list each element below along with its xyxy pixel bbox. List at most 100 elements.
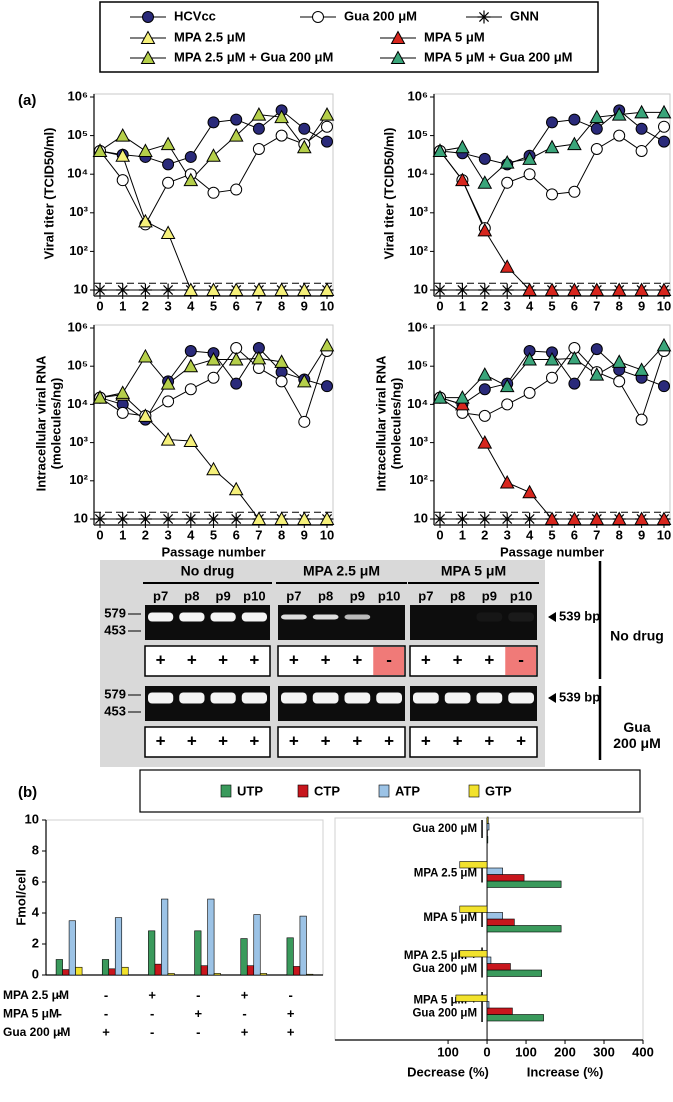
result-box [409, 726, 538, 758]
result-sign: + [453, 650, 463, 669]
gel-band [476, 612, 503, 622]
bar [108, 968, 116, 976]
marker [252, 142, 265, 155]
marker [501, 398, 514, 411]
gel-band [508, 612, 534, 622]
series-line [439, 397, 664, 520]
x-tick-label: 0 [436, 298, 443, 313]
marker [162, 395, 175, 408]
gel-group-label: No drug [181, 563, 235, 579]
gel-band [281, 692, 307, 704]
marker [455, 512, 469, 526]
marker [611, 354, 627, 368]
x-tick-label: 4 [526, 527, 534, 542]
marker [546, 116, 558, 129]
marker [656, 511, 672, 525]
y-tick-label: 10 [74, 510, 88, 525]
x-tick-label: 6 [571, 298, 578, 313]
marker [590, 142, 603, 155]
marker [319, 511, 335, 525]
bar [459, 950, 488, 958]
text-line: Gua 200 μM [412, 963, 477, 975]
legend-swatch [220, 784, 232, 798]
bar [486, 925, 562, 933]
marker [162, 176, 175, 189]
marker [229, 512, 243, 526]
treatment-sign: - [289, 987, 293, 1002]
result-sign: + [156, 650, 166, 669]
y-tick-label: 10³ [409, 434, 428, 449]
gel-band [210, 692, 236, 704]
marker [656, 282, 672, 296]
x-tick-label: 400 [632, 1044, 654, 1059]
marker [274, 354, 289, 368]
marker [116, 174, 129, 187]
bar [486, 1001, 490, 1009]
marker [478, 409, 491, 422]
text-line: Intracellular viral RNA [34, 355, 49, 491]
x-tick-label: 9 [638, 527, 645, 542]
marker [319, 107, 335, 121]
marker [183, 282, 199, 296]
legend-label: HCVcc [174, 8, 216, 23]
lane-label: p7 [286, 588, 301, 603]
marker [183, 172, 199, 187]
marker [523, 168, 536, 181]
marker [567, 136, 582, 151]
y-tick-label: 10⁵ [407, 358, 428, 373]
bar [55, 959, 63, 976]
marker [567, 282, 582, 296]
marker [138, 143, 153, 157]
legend-label: ATP [395, 783, 420, 798]
x-tick-label: 2 [142, 298, 149, 313]
gel-band [241, 612, 267, 622]
treatment-label: MPA 5 μM [3, 1007, 59, 1021]
marker [544, 282, 560, 296]
result-sign: + [249, 731, 259, 750]
legend-marker [140, 50, 156, 64]
gel-band [179, 612, 205, 622]
row-label: No drug [610, 628, 664, 644]
marker [656, 104, 672, 119]
x-tick-label: 4 [187, 527, 195, 542]
treatment-sign: + [195, 1006, 203, 1021]
marker [522, 151, 537, 165]
result-highlight [505, 647, 536, 675]
result-sign: + [321, 731, 331, 750]
x-tick-label: 0 [96, 527, 103, 542]
x-tick-label: 1 [119, 298, 126, 313]
x-tick-label: 300 [593, 1044, 615, 1059]
bar [114, 917, 123, 976]
x-axis-label: Passage number [500, 544, 604, 559]
gel-band [281, 614, 307, 620]
treatment-sign: - [150, 1024, 154, 1039]
marker [160, 225, 176, 239]
marker [296, 139, 312, 154]
marker [611, 107, 627, 121]
marker [567, 350, 582, 365]
marker [251, 350, 267, 365]
x-tick-label: 9 [638, 298, 645, 313]
treatment-sign: + [148, 987, 156, 1002]
legend-swatch [378, 784, 390, 798]
result-highlight [373, 647, 404, 675]
marker [230, 377, 243, 390]
marker [544, 139, 560, 154]
x-tick-label: 0 [436, 527, 443, 542]
category-label: Gua 200 μM [412, 823, 477, 835]
lane-label: p8 [318, 588, 333, 603]
y-tick-label: 10⁵ [67, 127, 88, 142]
marker [138, 348, 153, 363]
result-sign: + [187, 731, 197, 750]
treatment-sign: + [287, 1006, 295, 1021]
x-tick-label: 7 [255, 527, 262, 542]
bar [486, 918, 515, 926]
marker [321, 135, 333, 148]
marker [477, 175, 493, 189]
bar [486, 816, 489, 824]
panel-label: (a) [18, 92, 36, 109]
text-line: MPA 2.5 μM + [404, 950, 477, 962]
y-tick-label: 10 [74, 281, 88, 296]
x-tick-label: 8 [616, 527, 623, 542]
x-tick-label: 6 [233, 298, 240, 313]
